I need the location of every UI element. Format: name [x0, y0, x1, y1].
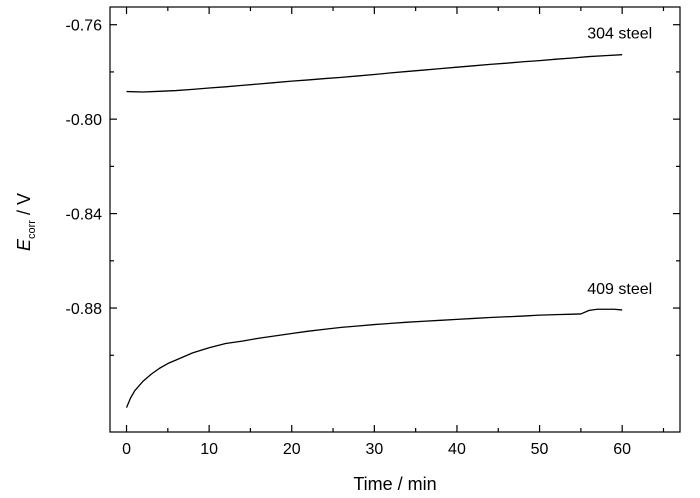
x-tick-label: 50	[531, 441, 549, 458]
y-tick-label: -0.80	[66, 112, 103, 129]
series-line-1	[126, 54, 623, 93]
x-tick-label: 30	[365, 441, 383, 458]
series-labels: 304 steel 409 steel	[587, 26, 652, 298]
x-tick-label: 40	[448, 441, 466, 458]
y-axis-title: Ecorr / V	[14, 193, 38, 251]
axis-tick-labels: 0 10 20 30 40 50 60 -0.76 -0.80 -0.84 -0.88	[66, 18, 632, 458]
series-lines	[125, 54, 623, 408]
x-tick-label: 10	[200, 441, 218, 458]
axis-ticks	[110, 7, 680, 432]
y-tick-label: -0.84	[66, 207, 103, 224]
x-axis-title: Time / min	[353, 474, 436, 494]
y-axis-title-unit: / V	[14, 193, 34, 220]
x-tick-label: 0	[122, 441, 131, 458]
y-axis-title-subscript: corr	[26, 220, 38, 239]
series-label-2: 409 steel	[587, 281, 652, 298]
y-tick-label: -0.88	[66, 301, 103, 318]
series-label-1: 304 steel	[587, 26, 652, 43]
series-line-2	[125, 308, 623, 408]
plot-frame	[109, 6, 681, 433]
x-tick-label: 20	[283, 441, 301, 458]
y-tick-label: -0.76	[66, 18, 103, 35]
x-tick-label: 60	[613, 441, 631, 458]
y-axis-title-main: E	[14, 238, 34, 251]
